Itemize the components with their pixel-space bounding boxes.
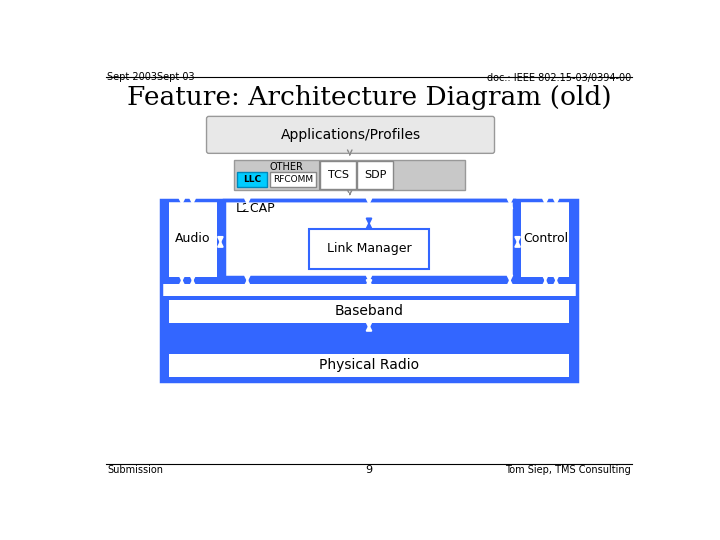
- Text: OTHER: OTHER: [270, 162, 304, 172]
- Bar: [514, 231, 521, 276]
- Text: Control: Control: [523, 232, 568, 245]
- Text: doc.: IEEE 802.15-03/0394-00: doc.: IEEE 802.15-03/0394-00: [487, 72, 631, 83]
- Bar: [310, 229, 428, 269]
- Bar: [234, 159, 465, 190]
- Bar: [238, 172, 266, 187]
- Bar: [168, 200, 217, 276]
- Text: TCS: TCS: [328, 170, 348, 180]
- Bar: [357, 161, 393, 189]
- Bar: [161, 327, 577, 350]
- Bar: [521, 200, 570, 276]
- Bar: [161, 350, 577, 381]
- Bar: [320, 161, 356, 189]
- Text: Tom Siep, TMS Consulting: Tom Siep, TMS Consulting: [505, 465, 631, 475]
- Text: RFCOMM: RFCOMM: [273, 175, 312, 184]
- Text: Baseband: Baseband: [335, 304, 403, 318]
- Text: 9: 9: [366, 465, 372, 475]
- Bar: [217, 200, 224, 284]
- Text: Audio: Audio: [175, 232, 210, 245]
- Text: SDP: SDP: [364, 170, 387, 180]
- Bar: [168, 200, 570, 276]
- FancyBboxPatch shape: [207, 117, 495, 153]
- Bar: [224, 200, 514, 276]
- Bar: [161, 327, 577, 334]
- Bar: [270, 172, 316, 187]
- Bar: [168, 300, 570, 323]
- Bar: [514, 200, 521, 284]
- Text: Applications/Profiles: Applications/Profiles: [281, 128, 420, 142]
- Text: Physical Radio: Physical Radio: [319, 358, 419, 372]
- Bar: [168, 354, 570, 377]
- Text: Link Manager: Link Manager: [327, 242, 411, 255]
- Text: L2CAP: L2CAP: [235, 202, 276, 215]
- Text: Feature: Architecture Diagram (old): Feature: Architecture Diagram (old): [127, 85, 611, 110]
- Text: LLC: LLC: [243, 175, 261, 184]
- Text: Sept 2003Sept 03: Sept 2003Sept 03: [107, 72, 195, 83]
- Bar: [161, 200, 577, 284]
- Bar: [161, 200, 577, 381]
- Bar: [161, 296, 577, 327]
- Text: Submission: Submission: [107, 465, 163, 475]
